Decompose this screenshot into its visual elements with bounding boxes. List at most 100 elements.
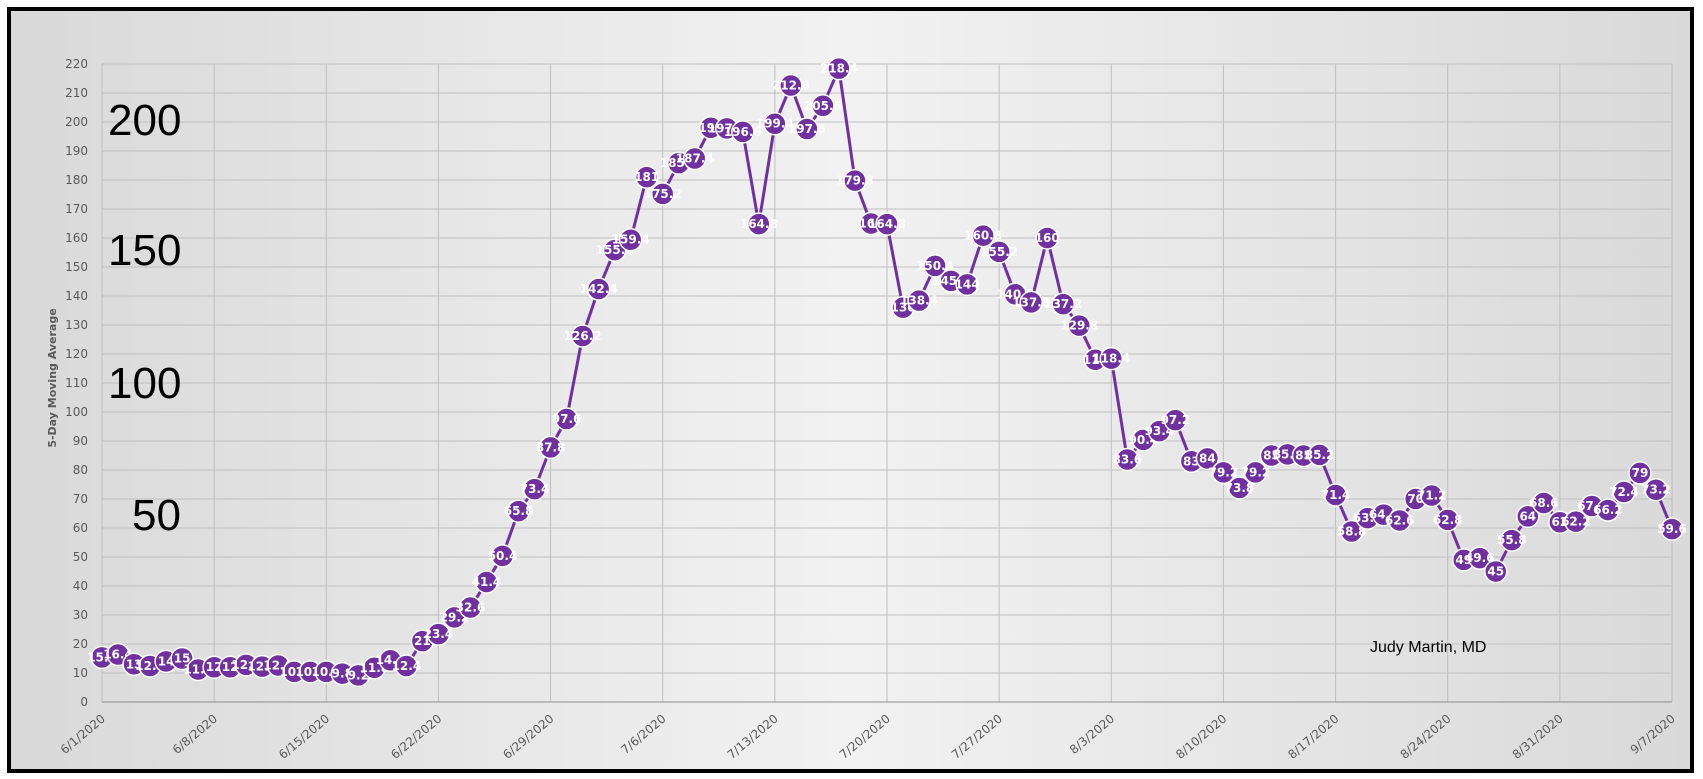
data-point (1612, 480, 1636, 504)
data-point (1628, 461, 1652, 485)
data-point (747, 212, 771, 236)
data-label: 49 (1455, 553, 1472, 567)
data-label: 175.2 (644, 187, 682, 201)
data-label: 58.8 (1337, 524, 1367, 538)
data-label: 160 (1035, 231, 1060, 245)
data-point (1147, 419, 1172, 443)
data-point (1195, 446, 1220, 471)
data-point (827, 56, 851, 81)
data-point (731, 120, 755, 144)
data-label: 85 (1295, 449, 1312, 463)
data-label: 137.2 (1044, 297, 1082, 311)
big-annotations: 200 150 100 50 (108, 96, 181, 540)
data-point (779, 73, 803, 98)
data-label: 205.6 (804, 99, 842, 113)
y-tick-label: 140 (65, 289, 88, 303)
data-label: 12 (222, 660, 239, 674)
data-point (1067, 313, 1091, 338)
data-point (1468, 546, 1492, 570)
data-point (1532, 491, 1556, 515)
data-label: 197.6 (788, 122, 826, 136)
data-label: 142.4 (580, 282, 618, 296)
y-tick-label: 210 (65, 86, 88, 100)
data-point (490, 544, 515, 568)
data-label: 79.2 (1241, 465, 1271, 479)
data-label: 12 (206, 660, 223, 674)
data-label: 49.6 (1465, 551, 1495, 565)
data-point (1484, 559, 1508, 584)
data-point (570, 324, 595, 348)
data-label: 68.6 (1529, 496, 1559, 510)
data-point (955, 272, 979, 297)
y-tick-label: 170 (65, 202, 88, 216)
data-point (634, 165, 659, 189)
data-label: 12.4 (392, 659, 422, 673)
author-annotation: Judy Martin, MD (1370, 639, 1486, 656)
data-label: 218.4 (820, 62, 858, 76)
data-label: 73.4 (520, 482, 550, 496)
data-point (1419, 483, 1444, 508)
data-point (1323, 483, 1348, 507)
data-point (1644, 477, 1668, 502)
y-tick-label: 180 (65, 173, 88, 187)
y-tick-label: 20 (73, 637, 88, 651)
y-tick-label: 30 (73, 608, 88, 622)
data-point (1307, 443, 1332, 467)
data-point (538, 435, 563, 460)
data-label: 129.8 (1060, 319, 1098, 333)
data-label: 144 (955, 277, 980, 291)
data-point (1243, 460, 1268, 485)
data-label: 45 (1487, 565, 1504, 579)
data-point (1435, 508, 1460, 532)
data-point (683, 146, 707, 171)
y-tick-label: 130 (65, 318, 88, 332)
data-point (1227, 476, 1252, 500)
data-label: 196.6 (724, 125, 762, 139)
big-value-label: 200 (108, 96, 181, 145)
data-point (1564, 509, 1588, 534)
data-point (843, 168, 867, 193)
data-point (1035, 226, 1059, 250)
data-label: 164.8 (868, 217, 906, 231)
y-tick-label: 160 (65, 231, 88, 245)
data-point (618, 227, 643, 252)
y-axis-ticks: 0 10 20 30 40 50 60 70 80 90 100 110 120 130 140 150 160… (65, 57, 88, 709)
y-tick-label: 220 (65, 57, 88, 71)
data-point (763, 111, 787, 136)
data-point (1516, 504, 1540, 529)
data-point (1211, 460, 1236, 485)
data-point (586, 277, 611, 301)
data-label: 97.6 (552, 412, 582, 426)
y-tick-label: 0 (80, 695, 88, 709)
y-tick-label: 50 (73, 550, 88, 564)
data-label: 41.4 (472, 575, 502, 589)
data-label: 21 (414, 634, 431, 648)
data-label: 83 (1183, 454, 1200, 468)
data-point (554, 407, 579, 431)
data-point (1500, 528, 1524, 552)
data-label: 32.6 (456, 600, 486, 614)
y-tick-label: 70 (73, 492, 88, 506)
data-label: 85.2 (1305, 448, 1335, 462)
chart-frame (7, 7, 1694, 773)
data-label: 118.4 (1092, 352, 1130, 366)
data-point (170, 646, 194, 671)
data-label: 199.4 (756, 117, 794, 131)
data-point (1387, 508, 1412, 533)
data-label: 187.4 (676, 152, 714, 166)
data-label: 83.6 (1113, 453, 1143, 467)
data-point (650, 182, 675, 206)
data-label: 73.8 (1225, 481, 1255, 495)
data-point (923, 254, 947, 278)
data-label: 85 (1263, 449, 1280, 463)
data-point (1051, 292, 1075, 316)
data-label: 55.8 (1497, 533, 1527, 547)
y-tick-label: 110 (65, 376, 88, 390)
data-label: 97.2 (1161, 413, 1191, 427)
big-value-label: 100 (108, 359, 181, 408)
data-label: 23.4 (424, 627, 454, 641)
data-point (1339, 519, 1364, 544)
data-point (506, 499, 531, 523)
